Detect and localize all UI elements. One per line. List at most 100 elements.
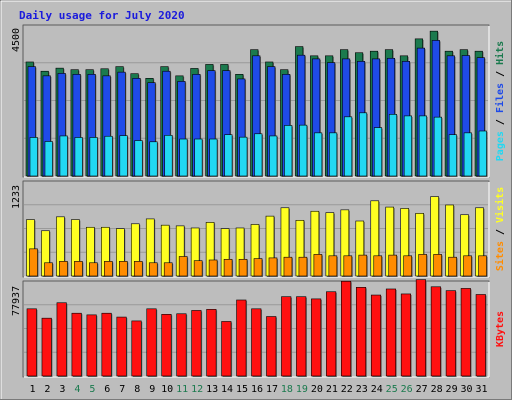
kbytes-bar (26, 308, 37, 377)
sites-bar (208, 259, 218, 277)
sites-bar (298, 256, 308, 277)
pages-bar (358, 112, 368, 177)
sites-bar (478, 255, 487, 277)
sites-bar (343, 255, 353, 277)
x-tick-label: 16 (251, 384, 263, 395)
kbytes-bar (430, 286, 441, 377)
pages-bar (418, 115, 427, 177)
kbytes-bar (251, 308, 262, 377)
kbytes-bar (296, 296, 307, 377)
pages-bar (448, 134, 457, 177)
x-tick-label: 25 (386, 384, 398, 395)
bars-top (24, 30, 488, 178)
sites-bar (119, 261, 128, 277)
pages-bar (89, 137, 98, 177)
sites-bar (448, 256, 457, 277)
legend-item-files: Files (494, 83, 506, 113)
x-tick-label: 2 (44, 384, 50, 395)
pages-bar (164, 135, 173, 177)
kbytes-bar (355, 287, 367, 377)
sites-bar (44, 262, 53, 277)
sites-bar (29, 248, 38, 277)
pages-bar (74, 137, 83, 177)
kbytes-bar (191, 310, 202, 377)
x-tick-label: 12 (191, 384, 203, 395)
sites-bar (223, 258, 233, 277)
legend-item-pages: Pages (495, 131, 506, 161)
legend-top-text: Pages / Files / Hits (494, 41, 506, 161)
kbytes-bar (41, 317, 52, 377)
kbytes-bar (460, 288, 471, 377)
pages-bar (463, 132, 472, 177)
x-tick-label: 1 (29, 384, 35, 395)
x-tick-label: 10 (161, 384, 173, 395)
sites-bar (193, 260, 203, 277)
kbytes-bar (101, 312, 112, 377)
kbytes-bar (341, 280, 352, 377)
x-tick-label: 8 (134, 384, 140, 395)
x-tick-label: 15 (236, 384, 248, 395)
legend-separator: / (495, 223, 506, 241)
legend-separator: / (495, 65, 506, 83)
pages-bar (373, 127, 383, 177)
x-tick-label: 20 (311, 384, 323, 395)
sites-bar (403, 255, 412, 277)
pages-bar (314, 132, 323, 177)
sites-bar (89, 262, 98, 277)
pages-bar (344, 116, 353, 177)
kbytes-bar (176, 313, 187, 377)
kbytes-bar (475, 294, 486, 377)
sites-bar (328, 255, 338, 277)
x-tick-label: 9 (149, 384, 155, 395)
pages-bar (119, 135, 128, 177)
panel-kbytes: 77937 KBytes (11, 279, 506, 378)
kbytes-bar (415, 279, 426, 377)
pages-bar (388, 114, 398, 177)
pages-bar (59, 135, 68, 177)
kbytes-bar (236, 299, 247, 377)
pages-bar (194, 138, 203, 177)
kbytes-bar (385, 288, 397, 377)
sites-bar (253, 258, 263, 277)
x-tick-label: 4 (74, 384, 80, 395)
sites-bar (373, 255, 383, 277)
x-tick-label: 6 (104, 384, 110, 395)
sites-bar (313, 254, 323, 277)
x-tick-label: 27 (416, 384, 428, 395)
panel-bottom-ymax: 77937 (11, 286, 22, 316)
sites-bar (148, 262, 158, 277)
x-axis-day-labels: 1 2 3 4 5 6 7 8 9 10 11 12 13 14 15 16 17 18 19 20 21 22 23 24 2… (29, 384, 487, 395)
kbytes-bar (370, 294, 382, 377)
panel-top-ymax: 4500 (11, 28, 22, 52)
pages-bar (299, 124, 308, 177)
kbytes-bar (146, 308, 157, 377)
legend-top: Pages / Files / Hits (494, 41, 506, 161)
chart-title: Daily usage for July 2020 (19, 9, 185, 22)
x-tick-label: 11 (176, 384, 188, 395)
x-tick-label: 19 (296, 384, 308, 395)
x-tick-label: 3 (59, 384, 65, 395)
x-tick-label: 31 (475, 384, 487, 395)
pages-bar (44, 141, 53, 177)
x-tick-label: 22 (341, 384, 353, 395)
x-tick-label: 13 (206, 384, 218, 395)
pages-bar (433, 116, 442, 177)
pages-bar (149, 141, 158, 177)
pages-bar (224, 134, 233, 177)
x-tick-label: 29 (446, 384, 458, 395)
kbytes-bar (326, 291, 337, 377)
x-tick-label: 26 (401, 384, 413, 395)
legend-separator: / (495, 113, 506, 131)
sites-bar (133, 261, 143, 277)
sites-bar (163, 262, 173, 277)
legend-bottom-text: KBytes (495, 311, 506, 347)
sites-bar (283, 256, 293, 277)
sites-bar (418, 254, 427, 277)
kbytes-bar (71, 312, 82, 377)
panel-sites-visits: 1233 Sites / Visits (11, 180, 506, 278)
kbytes-bar (86, 314, 97, 377)
x-tick-label: 7 (119, 384, 125, 395)
pages-bar (403, 115, 412, 177)
